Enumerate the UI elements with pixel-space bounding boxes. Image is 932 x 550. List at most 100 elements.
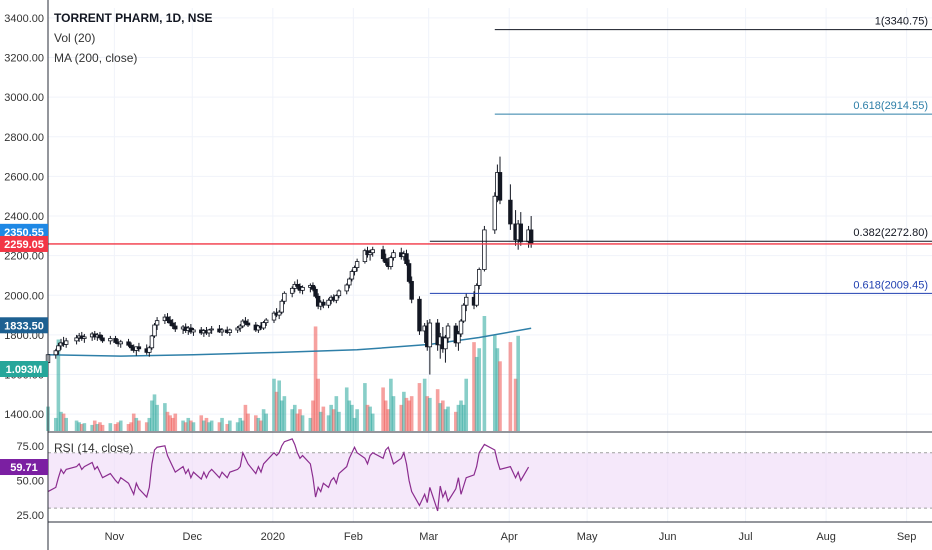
volume-bar [165,411,170,431]
candle-body [477,269,482,286]
rsi-value-tag: 59.71 [0,459,48,476]
volume-bar [155,404,159,431]
candle-body [264,319,269,324]
volume-bar [108,423,113,431]
volume-bar [168,415,172,431]
volume-bar [492,335,497,431]
volume-bar [454,411,458,431]
candle-body [362,250,368,263]
volume-bar [170,417,175,431]
candle-body [458,320,464,335]
candle-body [165,316,170,321]
time-tick-label: Aug [816,531,836,543]
volume-bar [235,422,240,431]
volume-bar [441,400,445,431]
candle-body [235,327,240,331]
volume-bar [98,422,102,431]
volume-bar [189,420,193,431]
fib-level-label: 1(3340.75) [875,16,928,28]
volume-bars [46,316,520,431]
volume-bar [300,415,305,431]
volume-bar [282,396,287,431]
rsi-line [47,438,530,512]
volume-bar [272,378,276,431]
candle-body [518,223,523,243]
volume-bar [183,422,188,431]
volume-bar [389,378,393,431]
ma-legend[interactable]: MA (200, close) [54,51,138,65]
volume-bar [79,424,84,431]
volume-tag-bg [0,361,48,377]
volume-bar [150,400,154,431]
volume-bar [241,420,245,431]
candle-body [97,334,103,339]
volume-bar [243,404,248,431]
candle-body [245,322,251,326]
candle-body [56,345,61,352]
volume-bar [181,420,185,431]
volume-bar [456,404,461,431]
candle-body [349,271,355,280]
volume-bar [326,415,331,431]
candle-body [310,284,316,290]
volume-bar [225,424,230,431]
volume-bar [220,417,224,431]
candle-body [243,320,248,324]
volume-bar [477,348,482,431]
candle-body [347,278,352,286]
volume-bar [298,409,302,431]
candle-body [417,298,422,332]
candle-body [282,292,287,302]
volume-bar [56,339,61,431]
candle-body [388,257,394,267]
volume-bar [144,422,149,431]
volume-bar [259,420,263,431]
volume-bar [311,400,315,431]
time-tick-label: Nov [105,531,125,543]
volume-bar [474,356,479,431]
candle-body [295,283,300,287]
volume-bar [417,383,422,431]
candle-body [191,329,196,333]
candle-body [206,329,212,334]
last-price-tag-text: 2259.05 [4,239,44,251]
rsi-value-tag-bg [0,459,48,476]
candle-body [315,295,321,307]
volume-bar [428,397,432,431]
candle-body [126,341,131,346]
price-tick-label: 2400.00 [4,211,44,223]
rsi-tick-label: 50.00 [16,475,44,487]
candle-body [279,300,284,313]
price-tick-label: 2800.00 [4,132,44,144]
candle-body [63,340,69,345]
volume-bar [407,400,411,431]
volume-bar [292,404,297,431]
volume-bar [274,391,279,431]
volume-legend[interactable]: Vol (20) [54,31,96,45]
rsi-line-path [47,438,530,512]
rsi-tick-label: 75.00 [16,441,44,453]
volume-bar [435,389,440,431]
volume-bar [381,387,385,431]
candle-body [154,320,160,326]
volume-bar [163,403,167,431]
time-tick-label: Apr [501,531,518,543]
candle-body [456,333,461,344]
time-axis[interactable]: Nov Dec 2020 Feb Mar Apr May Jun Jul Aug Sep [48,521,932,543]
time-tick-label: Feb [344,531,363,543]
candle-body [508,199,513,225]
candle-body [443,337,448,350]
rsi-legend[interactable]: RSI (14, close) [54,441,134,455]
volume-bar [425,396,430,431]
volume-bar [446,406,450,431]
candle-body [334,295,339,301]
candle-body [321,301,326,306]
rsi-value-tag-text: 59.71 [10,462,38,474]
candle-body [53,350,58,356]
grid [48,8,932,522]
volume-bar [92,420,97,431]
volume-bar [118,420,123,431]
volume-bar [363,383,367,431]
